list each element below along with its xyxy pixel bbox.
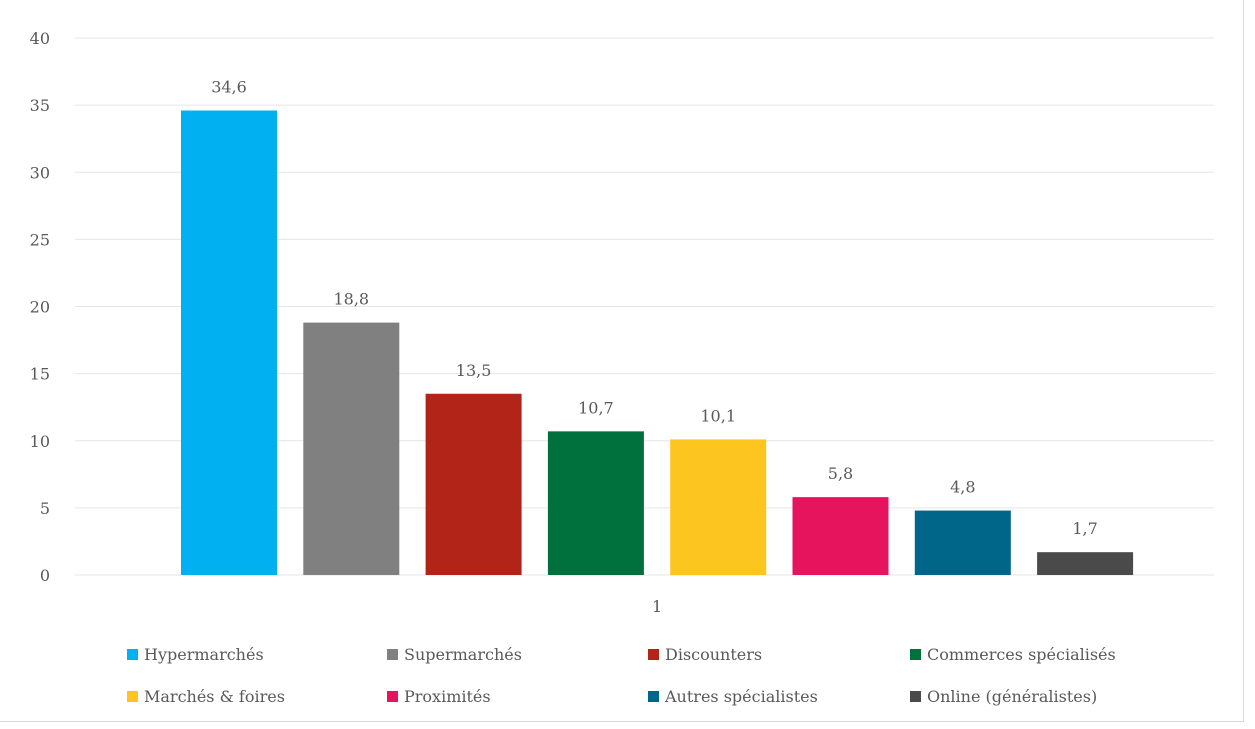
bar-online-g-n-ralistes bbox=[1037, 552, 1134, 575]
legend-item-hypermarch-s: Hypermarchés bbox=[127, 645, 264, 664]
y-tick-label: 20 bbox=[30, 298, 50, 317]
legend-swatch bbox=[387, 691, 398, 702]
legend-item-supermarch-s: Supermarchés bbox=[387, 645, 522, 664]
data-label-discounters: 13,5 bbox=[456, 361, 492, 380]
x-axis-ticks: 1 bbox=[652, 597, 662, 616]
y-tick-label: 35 bbox=[30, 96, 50, 115]
y-tick-label: 5 bbox=[40, 499, 50, 518]
y-tick-label: 0 bbox=[40, 566, 50, 585]
bar-supermarch-s bbox=[303, 322, 400, 575]
legend-swatch bbox=[127, 649, 138, 660]
legend-swatch bbox=[387, 649, 398, 660]
y-tick-label: 15 bbox=[30, 365, 50, 384]
legend-item-proximit-s: Proximités bbox=[387, 687, 491, 706]
data-label-supermarch-s: 18,8 bbox=[333, 290, 369, 309]
y-tick-label: 10 bbox=[30, 432, 50, 451]
bar-commerces-sp-cialis-s bbox=[547, 431, 644, 575]
legend: Hypermarchés Supermarchés Discounters Comme… bbox=[127, 645, 1116, 706]
y-axis-ticks: 0 5 10 15 20 25 30 35 40 bbox=[30, 29, 50, 585]
legend-label: Autres spécialistes bbox=[664, 687, 818, 706]
legend-item-online-g-n-ralistes: Online (généralistes) bbox=[910, 687, 1097, 706]
data-labels: 34,6 18,8 13,5 10,7 10,1 5,8 4,8 1,7 bbox=[211, 77, 1098, 538]
y-tick-label: 25 bbox=[30, 230, 50, 249]
legend-swatch bbox=[910, 691, 921, 702]
y-tick-label: 40 bbox=[30, 29, 50, 48]
x-tick-label: 1 bbox=[652, 597, 662, 616]
legend-item-march-s-foires: Marchés & foires bbox=[127, 687, 285, 706]
data-label-autres-sp-cialistes: 4,8 bbox=[950, 478, 975, 497]
bar-autres-sp-cialistes bbox=[914, 510, 1011, 575]
legend-swatch bbox=[910, 649, 921, 660]
data-label-proximit-s: 5,8 bbox=[828, 464, 853, 483]
legend-label: Discounters bbox=[665, 645, 762, 664]
legend-label: Supermarchés bbox=[404, 645, 522, 664]
bar-hypermarch-s bbox=[181, 110, 277, 576]
legend-swatch bbox=[127, 691, 138, 702]
data-label-march-s-foires: 10,1 bbox=[700, 406, 736, 425]
legend-swatch bbox=[648, 649, 659, 660]
legend-swatch bbox=[648, 691, 659, 702]
data-label-commerces-sp-cialis-s: 10,7 bbox=[578, 398, 614, 417]
bar-discounters bbox=[425, 393, 522, 575]
legend-label: Hypermarchés bbox=[144, 645, 264, 664]
legend-label: Commerces spécialisés bbox=[927, 645, 1116, 664]
data-label-hypermarch-s: 34,6 bbox=[211, 77, 247, 96]
legend-label: Marchés & foires bbox=[144, 687, 285, 706]
bar-march-s-foires bbox=[670, 439, 767, 575]
bar-proximit-s bbox=[792, 497, 889, 575]
legend-item-discounters: Discounters bbox=[648, 645, 762, 664]
bars bbox=[181, 110, 1134, 576]
legend-item-autres-sp-cialistes: Autres spécialistes bbox=[648, 687, 818, 706]
data-label-online-g-n-ralistes: 1,7 bbox=[1072, 519, 1097, 538]
legend-label: Proximités bbox=[404, 687, 491, 706]
legend-label: Online (généralistes) bbox=[927, 687, 1097, 706]
y-tick-label: 30 bbox=[30, 163, 50, 182]
legend-item-commerces-sp-cialis-s: Commerces spécialisés bbox=[910, 645, 1116, 664]
